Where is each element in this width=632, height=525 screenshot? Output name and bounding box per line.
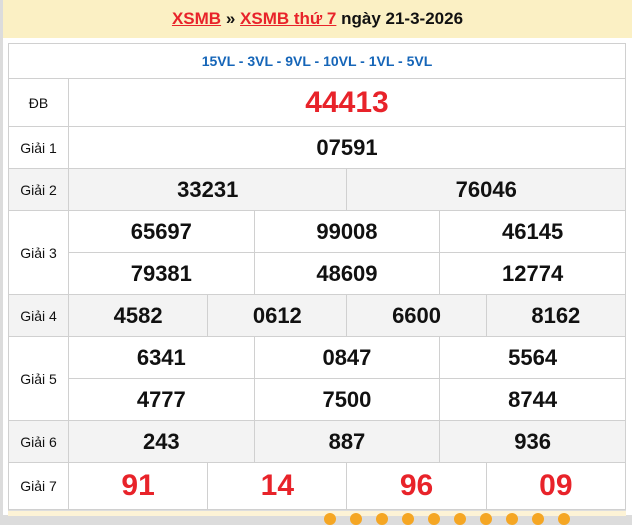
prize-g7: 14: [207, 462, 348, 510]
prize-g3: 79381: [68, 252, 255, 295]
prize-label-g1: Giải 1: [8, 126, 69, 169]
special-prize: 44413: [68, 78, 626, 127]
prize-g6: 243: [68, 420, 255, 463]
prize-g7: 96: [346, 462, 487, 510]
prize-label-db: ĐB: [8, 78, 69, 127]
breadcrumb-separator: »: [225, 9, 236, 28]
prize-label-g2: Giải 2: [8, 168, 69, 211]
prize-g5: 8744: [439, 378, 626, 421]
results-header: XSMB » XSMB thứ 7 ngày 21-3-2026: [3, 0, 632, 38]
prize-g3: 65697: [68, 210, 255, 253]
prize-g3: 99008: [253, 210, 441, 253]
prize-g5: 0847: [253, 336, 441, 379]
xsmb-link[interactable]: XSMB: [171, 9, 222, 28]
prize-g2: 33231: [67, 168, 348, 211]
prize-label-g4: Giải 4: [8, 294, 69, 337]
prize-g1: 07591: [68, 126, 626, 169]
prize-g5: 4777: [68, 378, 255, 421]
prize-g4: 6600: [346, 294, 487, 337]
prize-g5: 6341: [68, 336, 255, 379]
ticket-codes: 15VL - 3VL - 9VL - 10VL - 1VL - 5VL: [8, 43, 626, 79]
prize-label-g7: Giải 7: [8, 462, 69, 510]
date-text: ngày 21-3-2026: [341, 9, 464, 28]
prize-g7: 91: [67, 462, 209, 510]
prize-label-g5: Giải 5: [8, 336, 69, 421]
results-panel: XSMB » XSMB thứ 7 ngày 21-3-2026 15VL - …: [3, 0, 632, 525]
prize-g3: 12774: [439, 252, 626, 295]
prize-g5: 5564: [439, 336, 626, 379]
prize-g6: 887: [253, 420, 441, 463]
prize-g3: 46145: [439, 210, 626, 253]
prize-g5: 7500: [253, 378, 441, 421]
prize-label-g6: Giải 6: [8, 420, 69, 463]
prize-g2: 76046: [346, 168, 626, 211]
xsmb-thu7-link[interactable]: XSMB thứ 7: [240, 9, 337, 28]
prize-g4: 8162: [485, 294, 627, 337]
results-table: 15VL - 3VL - 9VL - 10VL - 1VL - 5VL ĐB 44…: [8, 43, 627, 510]
prize-g4: 4582: [67, 294, 209, 337]
number-filter-bar: [8, 510, 626, 525]
prize-g6: 936: [439, 420, 626, 463]
prize-g3: 48609: [253, 252, 441, 295]
prize-g7: 09: [485, 462, 627, 510]
prize-g4: 0612: [207, 294, 348, 337]
prize-label-g3: Giải 3: [8, 210, 69, 295]
